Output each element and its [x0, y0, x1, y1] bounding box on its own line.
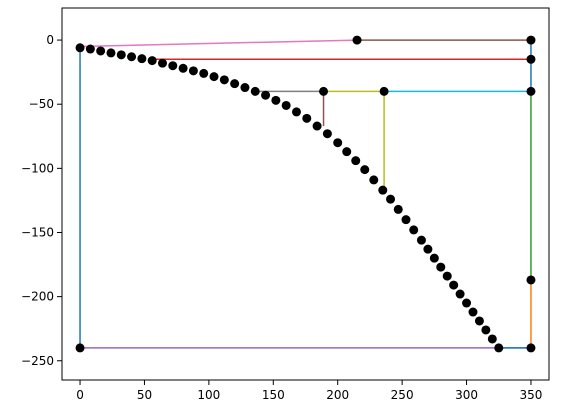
- point: [85, 44, 95, 54]
- x-tick-label: 0: [76, 388, 84, 402]
- point: [127, 52, 137, 62]
- point: [240, 83, 250, 93]
- point: [178, 63, 188, 73]
- point: [168, 61, 178, 71]
- y-tick-label: −100: [21, 161, 54, 175]
- point: [369, 175, 379, 185]
- point: [494, 343, 504, 353]
- point: [386, 194, 396, 204]
- x-tick-label: 150: [262, 388, 285, 402]
- point: [271, 95, 281, 105]
- point: [281, 100, 291, 110]
- point: [416, 235, 426, 245]
- x-tick-label: 250: [391, 388, 414, 402]
- point: [526, 54, 536, 64]
- point: [423, 244, 433, 254]
- point: [230, 79, 240, 89]
- point: [319, 86, 329, 96]
- point: [429, 253, 439, 263]
- x-tick-label: 300: [455, 388, 478, 402]
- point: [261, 90, 271, 100]
- point: [481, 325, 491, 335]
- point: [436, 262, 446, 272]
- point: [199, 68, 209, 78]
- line-segment: [80, 39, 358, 48]
- point: [157, 58, 167, 68]
- point: [250, 86, 260, 96]
- point: [487, 334, 497, 344]
- point: [219, 75, 229, 85]
- point: [526, 275, 536, 285]
- y-tick-label: 0: [46, 33, 54, 47]
- point: [147, 56, 157, 66]
- y-tick-label: −50: [29, 97, 54, 111]
- point: [393, 204, 403, 214]
- point: [137, 54, 147, 64]
- point: [312, 121, 322, 131]
- point: [449, 280, 459, 290]
- point: [352, 35, 362, 45]
- point: [360, 165, 370, 175]
- y-tick-label: −250: [21, 354, 54, 368]
- point: [462, 298, 472, 308]
- marks: [75, 35, 536, 353]
- point: [378, 185, 388, 195]
- x-tick-label: 200: [326, 388, 349, 402]
- point: [442, 271, 452, 281]
- point: [468, 307, 478, 317]
- plot-area: [62, 8, 549, 380]
- y-tick-label: −150: [21, 225, 54, 239]
- point: [526, 86, 536, 96]
- point: [379, 86, 389, 96]
- point: [291, 107, 301, 117]
- point: [188, 66, 198, 76]
- point: [302, 113, 312, 123]
- point: [322, 129, 332, 139]
- x-tick-label: 50: [137, 388, 152, 402]
- point: [409, 225, 419, 235]
- point: [209, 72, 219, 82]
- point: [342, 147, 352, 157]
- point: [75, 43, 85, 53]
- point: [75, 343, 85, 353]
- point: [333, 138, 343, 148]
- y-tick-label: −200: [21, 290, 54, 304]
- point: [455, 289, 465, 299]
- x-tick-label: 100: [197, 388, 220, 402]
- point: [474, 316, 484, 326]
- point: [106, 48, 116, 58]
- axes-frame: [61, 7, 550, 381]
- point: [96, 46, 106, 56]
- point: [116, 50, 126, 60]
- point: [401, 215, 411, 225]
- point: [526, 35, 536, 45]
- point: [526, 343, 536, 353]
- x-tick-label: 350: [520, 388, 543, 402]
- point: [351, 156, 361, 166]
